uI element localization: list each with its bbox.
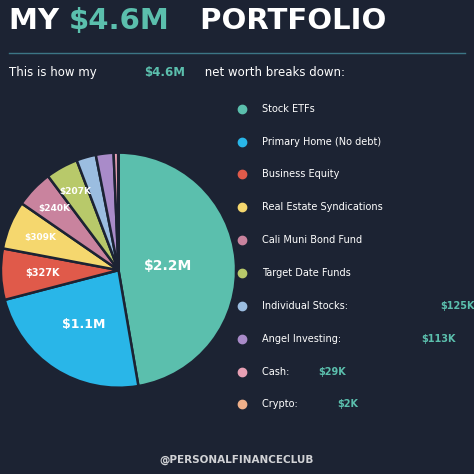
Text: $4.6M: $4.6M: [145, 66, 185, 79]
Text: Angel Investing:: Angel Investing:: [262, 334, 344, 344]
Wedge shape: [1, 248, 118, 300]
Text: Business Equity: Business Equity: [262, 169, 339, 179]
Text: Cash:: Cash:: [262, 366, 292, 377]
Text: @PERSONALFINANCECLUB: @PERSONALFINANCECLUB: [160, 455, 314, 465]
Text: $240K: $240K: [38, 204, 70, 213]
Text: $327K: $327K: [25, 268, 59, 278]
Wedge shape: [114, 153, 118, 270]
Wedge shape: [22, 176, 119, 270]
Text: $1.1M: $1.1M: [62, 318, 105, 331]
Text: net worth breaks down:: net worth breaks down:: [201, 66, 346, 79]
Text: Individual Stocks:: Individual Stocks:: [262, 301, 351, 311]
Text: Primary Home (No debt): Primary Home (No debt): [262, 137, 381, 146]
Text: $29K: $29K: [318, 366, 346, 377]
Text: This is how my: This is how my: [9, 66, 100, 79]
Text: MY: MY: [9, 7, 69, 36]
Wedge shape: [3, 203, 118, 270]
Text: $2.2M: $2.2M: [144, 259, 192, 273]
Wedge shape: [5, 270, 138, 388]
Wedge shape: [96, 153, 118, 270]
Text: $2K: $2K: [337, 400, 358, 410]
Text: PORTFOLIO: PORTFOLIO: [190, 7, 386, 36]
Text: Real Estate Syndications: Real Estate Syndications: [262, 202, 383, 212]
Text: $309K: $309K: [24, 233, 56, 242]
Text: Target Date Funds: Target Date Funds: [262, 268, 351, 278]
Text: Crypto:: Crypto:: [262, 400, 301, 410]
Text: Stock ETFs: Stock ETFs: [262, 104, 315, 114]
Text: $125K: $125K: [440, 301, 474, 311]
Text: $4.6M: $4.6M: [69, 7, 170, 36]
Wedge shape: [118, 153, 236, 386]
Wedge shape: [77, 155, 118, 270]
Text: Cali Muni Bond Fund: Cali Muni Bond Fund: [262, 235, 362, 245]
Text: $113K: $113K: [421, 334, 456, 344]
Wedge shape: [48, 160, 118, 270]
Text: $207K: $207K: [59, 187, 91, 196]
